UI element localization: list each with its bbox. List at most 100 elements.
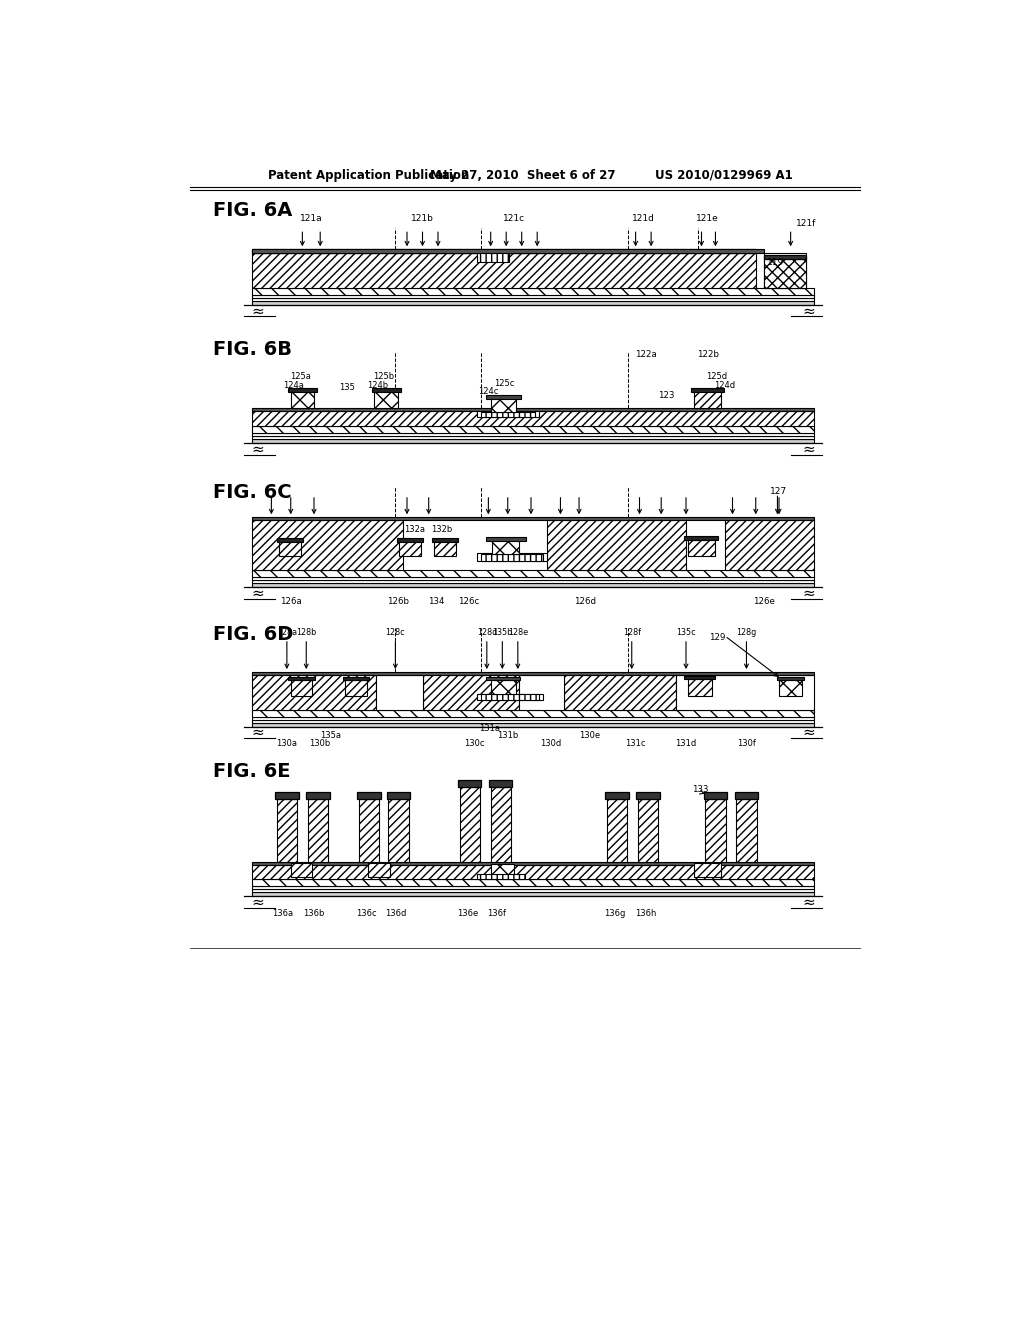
Bar [477, 693, 543, 701]
Text: 135b: 135b [493, 628, 512, 638]
Text: 130f: 130f [737, 739, 756, 748]
Bar [252, 253, 756, 288]
Bar [490, 681, 515, 693]
Bar [684, 676, 716, 678]
Bar [691, 388, 724, 392]
Bar [252, 717, 814, 719]
Bar [736, 799, 757, 862]
Text: 128b: 128b [296, 628, 316, 638]
Bar [252, 294, 814, 298]
Text: 126d: 126d [574, 597, 596, 606]
Bar [252, 675, 376, 710]
Bar [357, 792, 381, 799]
Bar [252, 249, 764, 253]
Text: FIG. 6D: FIG. 6D [213, 624, 294, 644]
Bar [486, 677, 520, 681]
Bar [252, 411, 814, 426]
Bar [490, 863, 514, 875]
Text: 136c: 136c [356, 908, 377, 917]
Bar [687, 540, 715, 557]
Text: 121d: 121d [632, 214, 654, 223]
Bar [375, 391, 397, 408]
Bar [477, 553, 547, 561]
Text: 121e: 121e [696, 214, 719, 223]
Bar [252, 249, 756, 253]
Text: 136e: 136e [457, 908, 478, 917]
Text: US 2010/0129969 A1: US 2010/0129969 A1 [655, 169, 793, 182]
Text: 124c: 124c [478, 387, 499, 396]
Bar [636, 792, 659, 799]
Bar [777, 677, 804, 681]
Bar [275, 792, 299, 799]
Text: 131d: 131d [676, 739, 696, 748]
Text: 133: 133 [691, 785, 709, 795]
Text: 128e: 128e [508, 628, 528, 638]
Bar [359, 799, 379, 862]
Bar [345, 681, 367, 696]
Bar [460, 787, 480, 862]
Bar [252, 437, 814, 440]
Bar [519, 675, 563, 710]
Bar [764, 255, 806, 259]
Bar [489, 780, 512, 787]
Text: 124d: 124d [714, 381, 735, 389]
Bar [687, 678, 713, 696]
Text: 128c: 128c [386, 628, 406, 638]
Bar [607, 799, 627, 862]
Text: 119: 119 [767, 257, 784, 267]
Text: 130c: 130c [464, 739, 484, 748]
Bar [276, 539, 303, 543]
Bar [280, 541, 301, 557]
Bar [291, 681, 312, 696]
Bar [252, 298, 814, 301]
Text: 136g: 136g [604, 908, 626, 917]
Bar [735, 792, 758, 799]
Text: 125d: 125d [707, 372, 728, 380]
Text: 126b: 126b [387, 597, 409, 606]
Text: 132a: 132a [404, 525, 425, 535]
Text: 128f: 128f [623, 628, 641, 638]
Bar [252, 517, 814, 520]
Bar [252, 581, 814, 583]
Text: 136h: 136h [635, 908, 656, 917]
Bar [547, 520, 686, 570]
Bar [477, 252, 509, 263]
Bar [397, 539, 423, 543]
Text: 126c: 126c [459, 597, 479, 606]
Bar [372, 388, 400, 392]
Bar [252, 862, 814, 866]
Text: 121a: 121a [300, 214, 323, 223]
Bar [638, 799, 658, 862]
Text: 136a: 136a [272, 908, 294, 917]
Bar [423, 675, 519, 710]
Text: 125a: 125a [290, 372, 310, 380]
Text: 121c: 121c [503, 214, 525, 223]
Bar [306, 792, 330, 799]
Bar [477, 874, 524, 879]
Bar [693, 391, 721, 408]
Text: ≈: ≈ [802, 725, 815, 741]
Bar [764, 259, 806, 288]
Text: 136f: 136f [487, 908, 507, 917]
Bar [252, 672, 814, 675]
Text: ≈: ≈ [252, 895, 264, 909]
Text: 124b: 124b [367, 381, 388, 389]
Text: 129: 129 [709, 632, 725, 642]
Bar [252, 723, 814, 726]
Text: 130d: 130d [541, 739, 562, 748]
Bar [291, 863, 312, 876]
Text: 121f: 121f [796, 219, 816, 228]
Text: ≈: ≈ [252, 442, 264, 457]
Text: 134: 134 [428, 597, 444, 606]
Bar [388, 799, 409, 862]
Text: 136d: 136d [385, 908, 407, 917]
Text: 122b: 122b [696, 350, 719, 359]
Text: 126a: 126a [280, 597, 302, 606]
Bar [252, 710, 814, 717]
Bar [252, 570, 814, 577]
Bar [486, 537, 526, 541]
Bar [693, 863, 721, 876]
Bar [252, 301, 814, 305]
Text: FIG. 6A: FIG. 6A [213, 201, 293, 220]
Bar [764, 253, 806, 288]
